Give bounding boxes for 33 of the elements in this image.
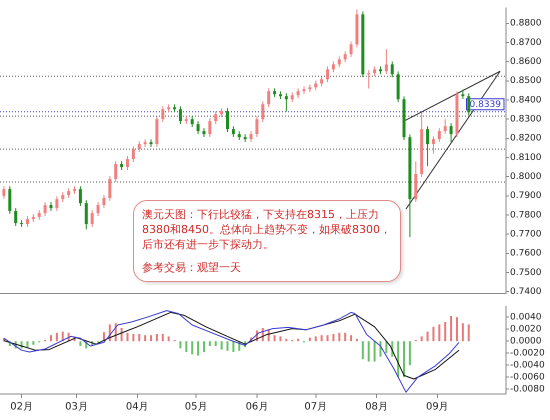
- y-tick-label: 0.8300: [510, 114, 542, 125]
- annotation: 澳元天图：下行比较猛，下支持在8315，上压力8380和8450。总体向上趋势不变，如果破8300，后市还有进一步下探动力。: [142, 207, 392, 252]
- y-tick-label: 0.0040: [510, 312, 542, 323]
- y-tick-label: 0.8000: [510, 172, 542, 182]
- y-tick-label: 0.7600: [510, 248, 542, 259]
- x-tick-label: 05月: [184, 402, 208, 413]
- y-tick-label: 0.7800: [510, 210, 542, 220]
- y-tick-label: 0.7500: [510, 268, 542, 278]
- y-tick-label: 0.8600: [510, 57, 542, 68]
- y-tick-label: -0.0080: [510, 384, 546, 395]
- y-tick-label: 0.8500: [510, 76, 542, 86]
- x-tick-label: 04月: [126, 402, 149, 413]
- y-tick-label: 0.7700: [510, 230, 542, 240]
- x-tick-label: 03月: [65, 402, 88, 413]
- x-tick-label: 08月: [365, 402, 388, 413]
- y-tick-label: 0.8700: [510, 38, 542, 48]
- y-tick-label: -0.0020: [510, 348, 546, 359]
- y-tick-label: 0.8800: [510, 18, 542, 29]
- x-tick-label: 09月: [426, 402, 449, 413]
- y-tick-label: -0.0040: [510, 360, 546, 371]
- y-tick-label: 0.0000: [510, 336, 542, 347]
- y-tick-label: 0.8200: [510, 134, 542, 144]
- y-tick-label: -0.0060: [510, 372, 546, 383]
- y-tick-label: 0.7900: [510, 191, 542, 202]
- x-tick-label: 07月: [304, 402, 328, 413]
- y-tick-label: 0.0020: [510, 324, 542, 335]
- y-tick-label: 0.8100: [510, 152, 542, 163]
- annotation: 参考交易：观望一天: [142, 260, 242, 275]
- x-tick-label: 02月: [10, 402, 33, 413]
- y-tick-label: 0.8400: [510, 95, 542, 106]
- x-tick-label: 06月: [246, 402, 268, 413]
- y-tick-label: 0.7400: [510, 287, 542, 298]
- ref-line-label: 0.8339: [470, 100, 502, 110]
